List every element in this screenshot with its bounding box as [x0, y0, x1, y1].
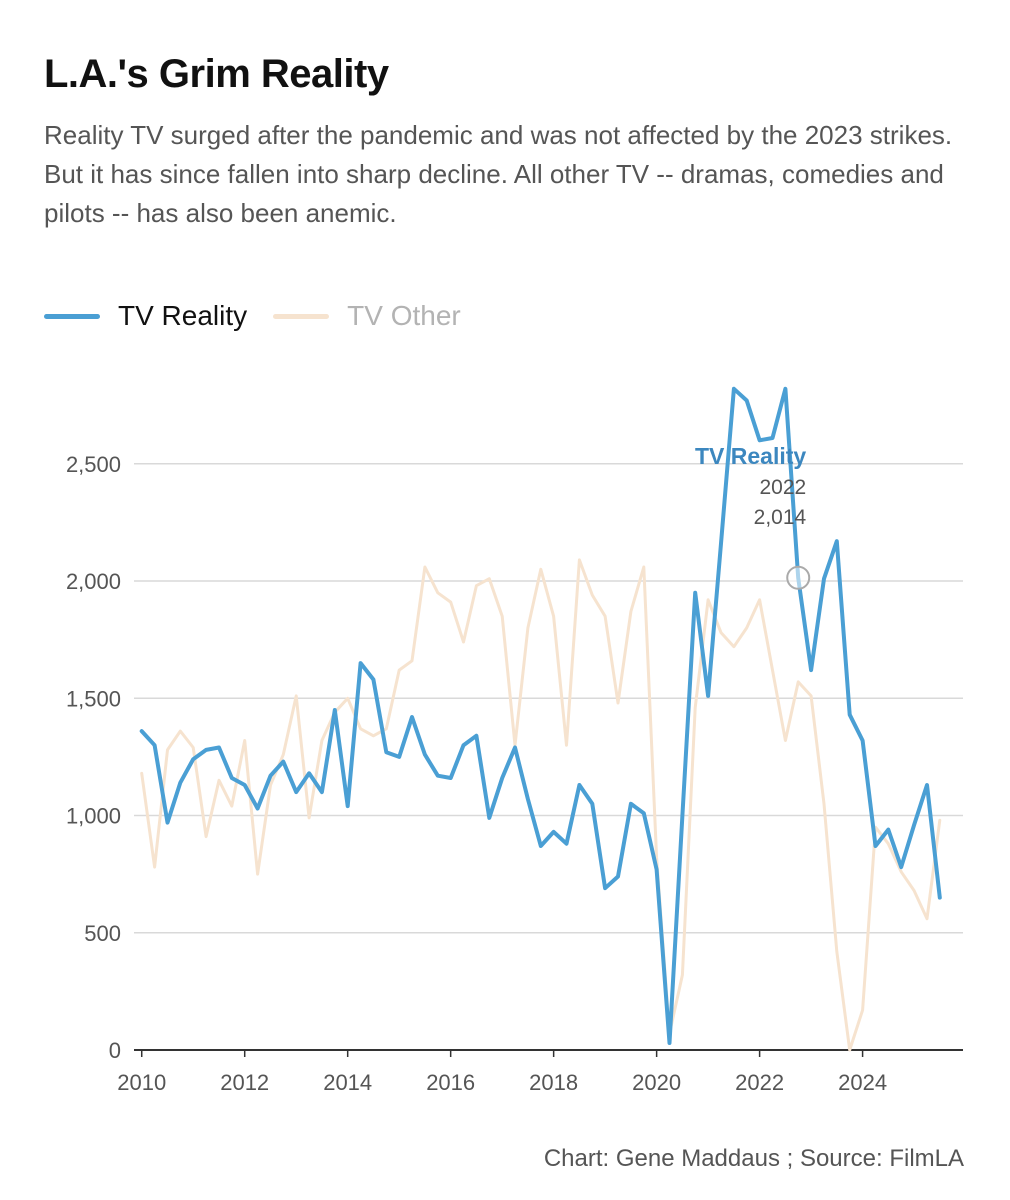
chart-title: L.A.'s Grim Reality	[44, 52, 389, 96]
x-tick-label-2016: 2016	[426, 1070, 475, 1095]
x-tick-label-2012: 2012	[220, 1070, 269, 1095]
y-tick-label-0: 0	[109, 1038, 121, 1063]
series-line-tv-reality	[139, 386, 942, 1045]
legend-label-tv-reality: TV Reality	[118, 300, 248, 331]
x-tick-label-2024: 2024	[838, 1070, 887, 1095]
x-tick-label-2020: 2020	[632, 1070, 681, 1095]
x-tick-label-2014: 2014	[323, 1070, 372, 1095]
x-tick-label-2010: 2010	[117, 1070, 166, 1095]
legend-swatch-tv-other	[273, 313, 330, 319]
series-line-tv-other	[140, 558, 942, 1052]
y-tick-label-2000: 2,000	[66, 569, 121, 594]
tooltip-value-label: 2,014	[754, 506, 807, 529]
x-tick-label-2018: 2018	[529, 1070, 578, 1095]
y-tick-label-1000: 1,000	[66, 804, 121, 829]
legend-swatch-tv-reality	[44, 313, 100, 319]
legend-item-tv-other[interactable]: TV Other	[273, 300, 461, 332]
legend-item-tv-reality[interactable]: TV Reality	[44, 300, 247, 332]
chart-subtitle: Reality TV surged after the pandemic and…	[44, 120, 953, 228]
tooltip-marker	[786, 565, 811, 590]
legend-label-tv-other: TV Other	[347, 300, 461, 331]
chart-source: Chart: Gene Maddaus ; Source: FilmLA	[543, 1145, 964, 1172]
x-tick-label-2022: 2022	[735, 1070, 784, 1095]
tooltip-x-label: 2022	[760, 476, 807, 499]
chart-legend: TV Reality TV Other	[44, 296, 487, 336]
tooltip-series-label: TV Reality	[695, 443, 806, 469]
y-tick-label-1500: 1,500	[66, 686, 121, 711]
y-tick-label-500: 500	[84, 921, 121, 946]
y-tick-label-2500: 2,500	[66, 452, 121, 477]
